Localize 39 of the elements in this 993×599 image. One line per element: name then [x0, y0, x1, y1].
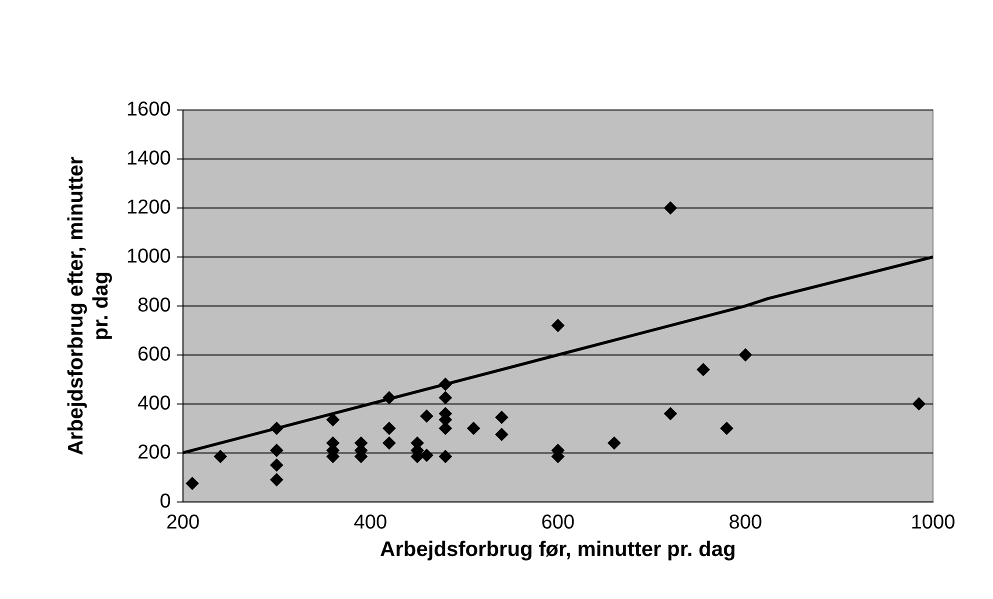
- x-axis-title: Arbejdsforbrug før, minutter pr. dag: [380, 538, 736, 562]
- point: [270, 458, 284, 472]
- point: [738, 348, 752, 362]
- point: [420, 448, 434, 462]
- y-tick-label: 1600: [126, 98, 171, 121]
- x-tick-label: 200: [166, 511, 200, 534]
- point: [608, 436, 621, 450]
- point: [438, 391, 452, 404]
- y-tick-label: 1000: [126, 245, 171, 268]
- y-tick-label: 800: [138, 294, 171, 316]
- point: [270, 444, 284, 457]
- point: [270, 473, 284, 486]
- point: [382, 436, 396, 450]
- point: [214, 450, 227, 463]
- point: [186, 476, 199, 490]
- x-tick-label: 600: [541, 511, 575, 534]
- point: [326, 413, 340, 426]
- x-tick-label: 800: [728, 511, 762, 534]
- y-tick-label: 400: [138, 392, 171, 414]
- y-tick-label: 0: [160, 490, 171, 512]
- point: [420, 410, 434, 423]
- point: [467, 422, 480, 435]
- y-tick-label: 600: [138, 343, 171, 366]
- point: [664, 407, 677, 420]
- point: [382, 422, 396, 435]
- y-tick-label: 1400: [126, 147, 171, 170]
- point: [912, 397, 926, 410]
- point: [495, 410, 508, 424]
- point: [438, 450, 452, 463]
- point: [551, 318, 564, 332]
- point: [664, 201, 677, 214]
- y-tick-label: 1200: [126, 196, 171, 218]
- y-axis-title: Arbejdsforbrug efter, minutter pr. dag: [64, 156, 113, 456]
- point: [696, 363, 710, 376]
- point: [720, 422, 734, 435]
- point: [495, 428, 508, 441]
- x-tick-label: 400: [354, 511, 388, 534]
- y-tick-label: 200: [138, 441, 171, 464]
- x-tick-label: 1000: [910, 511, 956, 534]
